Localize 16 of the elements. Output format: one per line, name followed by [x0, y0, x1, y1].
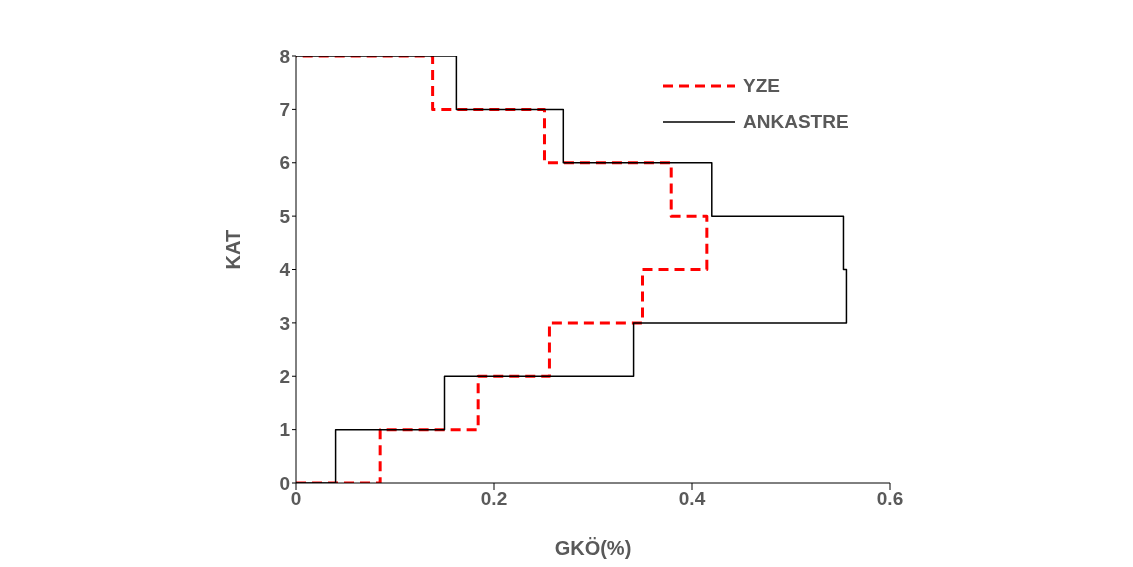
y-tick-label: 2 — [279, 365, 290, 387]
legend-label: ANKASTRE — [743, 111, 849, 133]
y-tick-label: 4 — [279, 259, 291, 281]
y-tick-label: 8 — [279, 45, 290, 67]
y-tick-label: 6 — [279, 152, 290, 174]
x-axis-title: GKÖ(%) — [554, 537, 632, 559]
y-tick-label: 1 — [279, 419, 291, 441]
legend-label: YZE — [743, 75, 780, 97]
y-axis-title: KAT — [222, 229, 245, 270]
y-tick-label: 5 — [279, 205, 291, 227]
x-tick-label: 0.6 — [876, 488, 904, 510]
y-tick-label: 0 — [279, 472, 290, 494]
y-tick-label: 7 — [279, 99, 290, 121]
y-tick-label: 3 — [279, 312, 290, 334]
x-tick-label: 0.4 — [678, 488, 706, 510]
x-tick-label: 0.2 — [480, 488, 508, 510]
